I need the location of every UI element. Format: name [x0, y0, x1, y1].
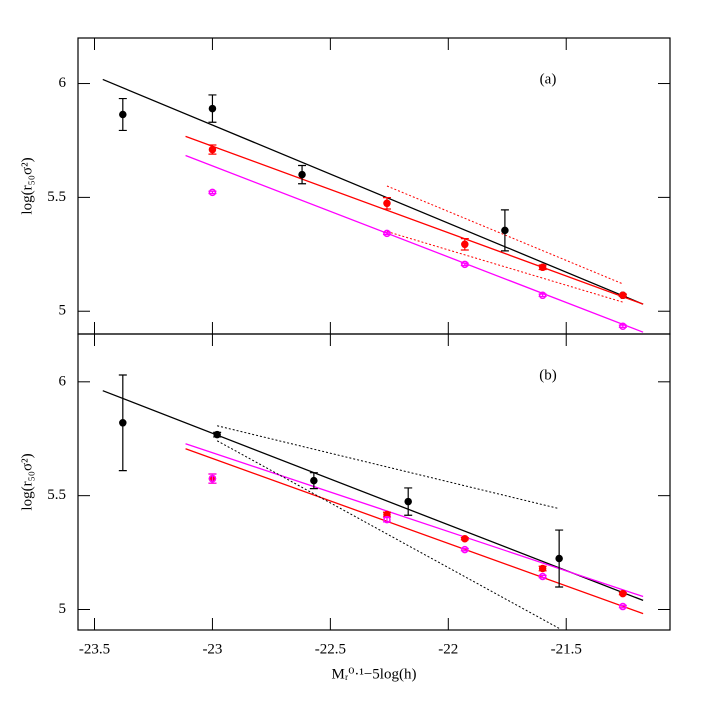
y-tick-label: 5 — [59, 601, 67, 617]
data-point — [383, 199, 391, 208]
fit-line — [185, 448, 644, 615]
y-tick-label: 5.5 — [47, 189, 66, 205]
data-point — [619, 322, 627, 331]
fit-line — [386, 231, 623, 303]
data-point — [404, 497, 412, 506]
x-tick-label: -22 — [438, 641, 458, 657]
data-point — [208, 104, 217, 113]
fit-line — [102, 78, 644, 305]
panel-label: (a) — [540, 71, 557, 87]
y-axis-label: log(r₅₀σ²) — [19, 157, 35, 214]
data-point — [310, 476, 318, 485]
data-point — [538, 291, 547, 300]
data-point — [461, 260, 469, 269]
y-tick-label: 6 — [59, 75, 67, 91]
y-axis-label: log(r₅₀σ²) — [19, 453, 35, 510]
data-point — [461, 545, 469, 554]
panel-a-frame — [77, 37, 671, 335]
fit-line — [185, 154, 644, 333]
data-point — [383, 515, 391, 524]
data-point — [619, 291, 627, 300]
fit-line — [386, 185, 624, 285]
data-point — [298, 170, 306, 179]
fit-line — [185, 135, 644, 305]
data-point — [501, 226, 509, 235]
panel-label: (b) — [539, 367, 557, 383]
data-point — [208, 188, 217, 197]
x-tick-label: -22.5 — [315, 641, 346, 657]
data-point — [555, 554, 563, 563]
data-point — [208, 145, 217, 154]
data-point — [619, 589, 627, 598]
x-tick-label: -23.5 — [79, 641, 110, 657]
y-tick-label: 6 — [59, 373, 67, 389]
fit-line — [185, 443, 644, 598]
data-point — [213, 430, 221, 439]
fit-line — [216, 440, 560, 629]
data-point — [538, 263, 547, 272]
data-point — [461, 240, 469, 249]
y-tick-label: 5.5 — [47, 487, 66, 503]
x-axis-label: Mᵣ⁰·¹−5log(h) — [332, 666, 417, 682]
data-point — [208, 474, 217, 483]
data-point — [119, 110, 127, 119]
data-point — [461, 534, 469, 543]
data-point — [383, 229, 391, 238]
x-tick-label: -21.5 — [551, 641, 582, 657]
data-point — [538, 564, 547, 573]
data-point — [119, 419, 127, 427]
fit-line — [102, 390, 644, 602]
x-tick-label: -23 — [202, 641, 222, 657]
panel-b-frame — [77, 333, 671, 631]
data-point — [619, 602, 627, 611]
y-tick-label: 5 — [59, 303, 67, 319]
fit-line — [217, 425, 560, 510]
data-point — [538, 572, 547, 581]
